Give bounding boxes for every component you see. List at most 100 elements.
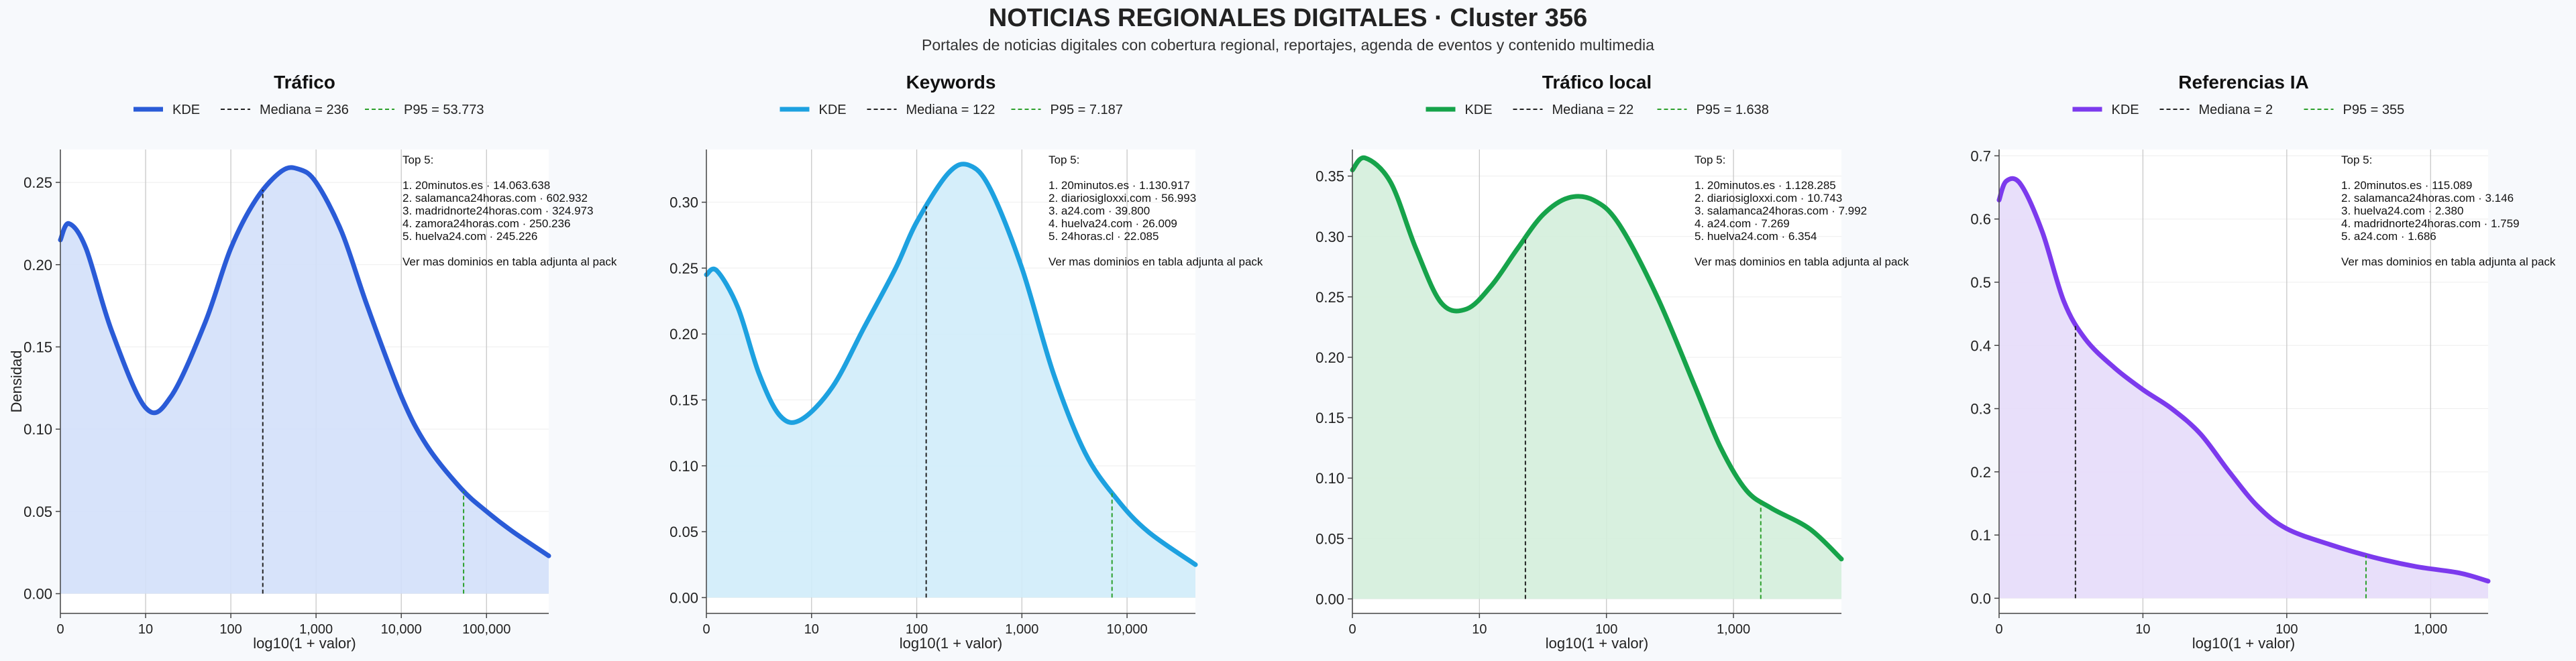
y-tick-label: 0.5 <box>1970 274 1991 291</box>
y-tick-label: 0.05 <box>23 503 52 520</box>
x-tick-label: 100 <box>906 622 928 637</box>
annotation-line: 4. huelva24.com · 26.009 <box>1049 217 1177 230</box>
y-tick-label: 0.30 <box>669 194 698 211</box>
x-tick-label: 100 <box>2275 622 2298 637</box>
annotation-line: 3. madridnorte24horas.com · 324.973 <box>402 204 593 217</box>
chart-title: Tráfico local <box>1542 72 1652 93</box>
annotation-line: 1. 20minutos.es · 115.089 <box>2341 179 2472 192</box>
legend-kde-label: KDE <box>819 103 847 117</box>
annotation-line: Top 5: <box>1695 154 1725 166</box>
y-axis-label: Densidad <box>8 351 25 413</box>
annotation-line: Ver mas dominios en tabla adjunta al pac… <box>1695 255 1909 268</box>
legend-median-label: Mediana = 236 <box>260 103 349 117</box>
x-tick-label: 1,000 <box>2414 622 2447 637</box>
x-tick-label: 0 <box>1995 622 2002 637</box>
kde-line <box>58 165 551 558</box>
chart-title: Tráfico <box>274 72 335 93</box>
annotation-line: Ver mas dominios en tabla adjunta al pac… <box>1049 255 1263 268</box>
y-tick-label: 0.25 <box>669 260 698 277</box>
x-tick-label: 100 <box>219 622 241 637</box>
annotation-line: 5. 24horas.cl · 22.085 <box>1049 230 1159 243</box>
kde-area <box>1352 158 1841 599</box>
y-tick-label: 0.2 <box>1970 464 1991 481</box>
legend-median-label: Mediana = 2 <box>2199 103 2273 117</box>
annotation-line: 4. zamora24horas.com · 250.236 <box>402 217 570 230</box>
x-tick-label: 0 <box>56 622 64 637</box>
legend-p95-label: P95 = 1.638 <box>1697 103 1769 117</box>
y-tick-label: 0.00 <box>23 586 52 603</box>
y-tick-label: 0.05 <box>1316 530 1344 547</box>
legend-kde-label: KDE <box>1465 103 1493 117</box>
x-tick-label: 10 <box>2135 622 2150 637</box>
y-tick-label: 0.0 <box>1970 590 1991 607</box>
chart-panel-3: 0.00 0.05 0.10 0.15 0.20 0.25 0.30 0.35 0 10 100 1,… <box>1316 72 1909 652</box>
x-tick-label: 1,000 <box>299 622 333 637</box>
kde-area <box>60 167 549 594</box>
annotation-line: 2. diariosigloxxi.com · 56.993 <box>1049 192 1196 204</box>
kde-area <box>706 164 1195 598</box>
x-tick-label: 0 <box>702 622 710 637</box>
y-tick-label: 0.7 <box>1970 147 1991 164</box>
legend-p95-label: P95 = 53.773 <box>404 103 484 117</box>
y-tick-label: 0.25 <box>23 174 52 191</box>
legend-kde-label: KDE <box>2112 103 2139 117</box>
annotation-line: Top 5: <box>2341 154 2372 166</box>
annotation-line: 5. huelva24.com · 6.354 <box>1695 230 1817 243</box>
annotation-line: 4. a24.com · 7.269 <box>1695 217 1790 230</box>
annotation-line: 1. 20minutos.es · 14.063.638 <box>402 179 550 192</box>
y-tick-label: 0.15 <box>1316 410 1344 426</box>
y-tick-label: 0.10 <box>1316 470 1344 487</box>
x-tick-label: 10 <box>1472 622 1487 637</box>
y-tick-label: 0.15 <box>23 339 52 355</box>
annotation-line: 2. salamanca24horas.com · 3.146 <box>2341 192 2514 204</box>
y-tick-label: 0.20 <box>1316 349 1344 366</box>
y-tick-label: 0.20 <box>669 326 698 343</box>
annotation-line: Top 5: <box>402 154 433 166</box>
annotation-line: 3. salamanca24horas.com · 7.992 <box>1695 204 1867 217</box>
legend: KDE Mediana = 236 P95 = 53.773 <box>133 103 484 117</box>
x-axis-label: log10(1 + valor) <box>1546 635 1648 652</box>
chart-title: Keywords <box>906 72 996 93</box>
annotation-line: 5. huelva24.com · 245.226 <box>402 230 537 243</box>
legend-kde-label: KDE <box>172 103 200 117</box>
y-tick-label: 0.05 <box>669 524 698 540</box>
x-axis-label: log10(1 + valor) <box>253 635 356 652</box>
x-tick-label: 10,000 <box>1107 622 1148 637</box>
legend: KDE Mediana = 22 P95 = 1.638 <box>1426 103 1769 117</box>
kde-area <box>1999 178 2488 599</box>
kde-line <box>1996 176 2491 584</box>
x-tick-label: 1,000 <box>1005 622 1038 637</box>
annotation-line: Ver mas dominios en tabla adjunta al pac… <box>2341 255 2556 268</box>
y-tick-label: 0.00 <box>1316 591 1344 607</box>
annotation-line: 1. 20minutos.es · 1.130.917 <box>1049 179 1190 192</box>
annotation-line: 2. diariosigloxxi.com · 10.743 <box>1695 192 1842 204</box>
x-tick-label: 10,000 <box>381 622 422 637</box>
chart-panel-4: 0.0 0.1 0.2 0.3 0.4 0.5 0.6 0.7 0 10 100 1,000 log10… <box>1970 72 2556 652</box>
x-axis-label: log10(1 + valor) <box>900 635 1002 652</box>
annotation-line: 2. salamanca24horas.com · 602.932 <box>402 192 588 204</box>
y-tick-label: 0.20 <box>23 257 52 274</box>
y-tick-label: 0.15 <box>669 392 698 409</box>
legend-p95-label: P95 = 7.187 <box>1051 103 1123 117</box>
x-tick-label: 100 <box>1595 622 1617 637</box>
y-tick-label: 0.10 <box>669 458 698 475</box>
x-axis-label: log10(1 + valor) <box>2192 635 2295 652</box>
y-tick-label: 0.4 <box>1970 337 1991 354</box>
x-tick-label: 10 <box>138 622 153 637</box>
legend-median-label: Mediana = 122 <box>906 103 996 117</box>
annotation-line: Ver mas dominios en tabla adjunta al pac… <box>402 255 617 268</box>
legend-median-label: Mediana = 22 <box>1552 103 1634 117</box>
legend: KDE Mediana = 2 P95 = 355 <box>2072 103 2405 117</box>
page-title: NOTICIAS REGIONALES DIGITALES · Cluster … <box>988 4 1588 32</box>
annotation-line: 5. a24.com · 1.686 <box>2341 230 2436 243</box>
page-subtitle: Portales de noticias digitales con cober… <box>922 36 1654 54</box>
chart-panel-2: 0.00 0.05 0.10 0.15 0.20 0.25 0.30 0 10 100 1,000 1… <box>669 72 1263 652</box>
annotation-line: 3. huelva24.com · 2.380 <box>2341 204 2463 217</box>
y-tick-label: 0.6 <box>1970 211 1991 228</box>
legend: KDE Mediana = 122 P95 = 7.187 <box>780 103 1123 117</box>
annotation-line: 1. 20minutos.es · 1.128.285 <box>1695 179 1836 192</box>
kde-line <box>1350 155 1844 562</box>
legend-p95-label: P95 = 355 <box>2343 103 2405 117</box>
x-tick-label: 0 <box>1348 622 1356 637</box>
x-tick-label: 1,000 <box>1717 622 1750 637</box>
